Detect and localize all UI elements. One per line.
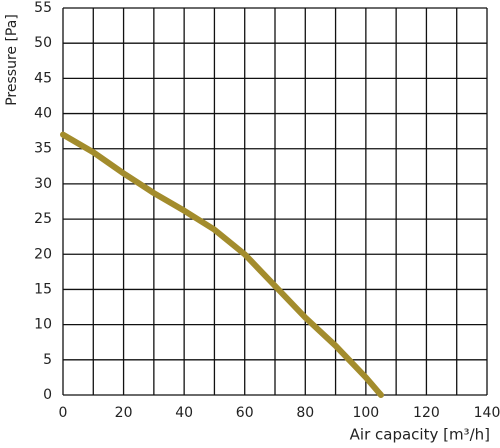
x-tick-label: 80 bbox=[296, 405, 314, 421]
y-tick-label: 45 bbox=[34, 70, 52, 86]
y-tick-label: 10 bbox=[34, 317, 52, 333]
curve bbox=[60, 131, 384, 398]
y-axis-title: Pressure [Pa] bbox=[4, 14, 20, 106]
y-tick-label: 5 bbox=[43, 352, 52, 368]
x-tick-label: 60 bbox=[236, 405, 254, 421]
y-tick-label: 0 bbox=[43, 387, 52, 403]
y-tick-label: 15 bbox=[34, 281, 52, 297]
x-tick-label: 20 bbox=[115, 405, 133, 421]
y-tick-label: 20 bbox=[34, 246, 52, 262]
x-axis-title: Air capacity [m³/h] bbox=[350, 426, 490, 444]
x-tick-label: 40 bbox=[175, 405, 193, 421]
y-tick-label: 35 bbox=[34, 141, 52, 157]
x-tick-label: 100 bbox=[352, 405, 379, 421]
y-tick-label: 40 bbox=[34, 106, 52, 122]
y-tick-label: 50 bbox=[34, 35, 52, 51]
x-tick-label: 0 bbox=[59, 405, 68, 421]
y-tick-label: 25 bbox=[34, 211, 52, 227]
x-tick-label: 120 bbox=[413, 405, 440, 421]
y-tick-label: 30 bbox=[34, 176, 52, 192]
x-tick-label: 140 bbox=[474, 405, 500, 421]
y-tick-label: 55 bbox=[34, 0, 52, 16]
